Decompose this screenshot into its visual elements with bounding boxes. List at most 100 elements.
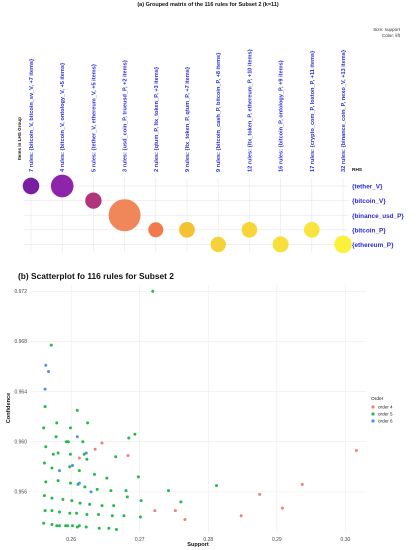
scatter-point — [215, 484, 219, 488]
matrix-bubble — [334, 235, 352, 254]
scatter-point — [61, 497, 65, 501]
scatter-y-tick-label: 0.960 — [14, 440, 27, 446]
scatter-point — [68, 511, 72, 515]
scatter-point — [55, 524, 59, 528]
matrix-column-label: 32 rules: {binance_coin_P, nexo_V, +13 i… — [341, 49, 347, 172]
scatter-point — [44, 445, 48, 449]
scatter-point — [57, 510, 61, 514]
scatter-point — [55, 421, 59, 425]
matrix-bubble — [210, 236, 226, 253]
scatter-point — [43, 405, 47, 409]
matrix-column-label: 5 rules: {tether_V, ethereum_V, +5 items… — [91, 63, 97, 172]
matrix-row-label: {bitcoin_P} — [352, 227, 386, 234]
matrix-bubbles — [22, 174, 352, 254]
matrix-row-label: {tether_V} — [352, 184, 383, 191]
legend-label: order 5 — [378, 412, 393, 417]
matrix-bubble — [108, 199, 141, 232]
scatter-x-tick-label: 0.29 — [272, 537, 282, 543]
scatter-point — [50, 522, 54, 526]
scatter-point — [126, 454, 130, 458]
scatter-point — [50, 509, 54, 513]
scatter-point — [43, 387, 47, 391]
scatter-title: (b) Scatterplot fo 116 rules for Subset … — [18, 271, 174, 281]
scatter-point — [100, 441, 104, 445]
scatter-y-tick-label: 0.968 — [14, 339, 27, 345]
legend-key — [371, 412, 375, 416]
scatter-point — [44, 363, 48, 367]
scatter-x-axis-label: Support — [187, 542, 209, 548]
scatter-point — [93, 447, 97, 451]
scatter-gridlines — [30, 285, 366, 532]
scatter-point — [167, 489, 171, 493]
scatter-points — [42, 289, 358, 531]
scatter-point — [78, 501, 82, 505]
scatter-point — [68, 481, 72, 485]
scatter-point — [127, 436, 131, 440]
scatter-point — [50, 466, 54, 470]
scatter-point — [71, 524, 75, 528]
scatter-point — [173, 509, 177, 513]
scatter-y-tick-label: 0.956 — [14, 490, 27, 496]
matrix-bubble — [272, 236, 289, 253]
matrix-column-label: 12 rules: {ltx_token_P, ethereum_P, +10 … — [247, 48, 253, 172]
matrix-grid — [24, 178, 348, 252]
scatter-point — [124, 489, 128, 493]
matrix-title: (a) Grouped matrix of the 116 rules for … — [137, 2, 279, 8]
scatter-point — [354, 449, 358, 453]
scatter-y-tick-labels: 0.956 0.960 0.964 0.968 0.972 — [14, 289, 27, 496]
scatter-point — [66, 440, 70, 444]
scatter-point — [280, 506, 284, 510]
scatter-point — [133, 432, 137, 436]
scatter-point — [44, 480, 48, 484]
scatter-point — [56, 479, 60, 483]
scatter-point — [68, 452, 72, 456]
scatter-point — [300, 482, 304, 486]
scatter-point — [42, 494, 46, 498]
scatter-point — [114, 455, 118, 459]
scatter-point — [57, 469, 61, 473]
scatter-point — [110, 514, 114, 518]
scatter-point — [84, 451, 88, 455]
scatter-point — [81, 440, 85, 444]
matrix-color-note: Color: lift — [382, 33, 401, 38]
scatter-point — [70, 499, 74, 503]
matrix-column-label: 9 rules: {ltx_token_P, qtum_P, +7 items} — [185, 66, 191, 172]
scatter-point — [139, 499, 143, 503]
scatter-point — [179, 500, 183, 504]
scatter-point — [84, 525, 88, 529]
scatter-point — [71, 464, 75, 468]
scatter-point — [109, 489, 113, 493]
legend-key — [371, 405, 375, 409]
scatter-point — [77, 469, 81, 473]
scatter-point — [77, 524, 81, 528]
scatter-point — [86, 421, 90, 425]
scatter-point — [49, 343, 53, 347]
scatter-panel: (b) Scatterplot fo 116 rules for Subset … — [6, 271, 393, 548]
scatter-point — [51, 452, 55, 456]
matrix-column-label: 16 rules: {bitcoin_P, ontology_P, +9 ite… — [279, 59, 285, 172]
scatter-point — [85, 512, 89, 516]
scatter-point — [77, 481, 81, 485]
matrix-column-labels: 7 rules: {bitcoin_V, bitcoin_sv_V, +7 it… — [29, 48, 347, 172]
scatter-x-tick-labels: 0.26 0.27 0.28 0.29 0.30 — [66, 537, 350, 543]
scatter-point — [42, 521, 46, 525]
scatter-point — [57, 524, 61, 528]
matrix-row-labels: {tether_V} {bitcoin_V} {binance_usd_P} {bit… — [352, 184, 404, 249]
matrix-rhs-axis-label: RHS — [352, 167, 363, 173]
scatter-point — [114, 527, 118, 531]
scatter-point — [77, 456, 81, 460]
scatter-point — [75, 435, 79, 439]
legend-label: order 4 — [378, 405, 393, 410]
scatter-point — [136, 475, 140, 479]
matrix-bubble — [22, 177, 40, 195]
scatter-y-tick-label: 0.972 — [14, 289, 27, 295]
matrix-row-label: {bitcoin_V} — [352, 198, 386, 205]
scatter-point — [95, 487, 99, 491]
scatter-point — [153, 509, 157, 513]
matrix-bubble — [241, 221, 258, 238]
matrix-bubble — [50, 174, 74, 198]
scatter-x-tick-label: 0.27 — [135, 537, 145, 543]
scatter-point — [112, 504, 116, 508]
scatter-point — [42, 461, 46, 465]
